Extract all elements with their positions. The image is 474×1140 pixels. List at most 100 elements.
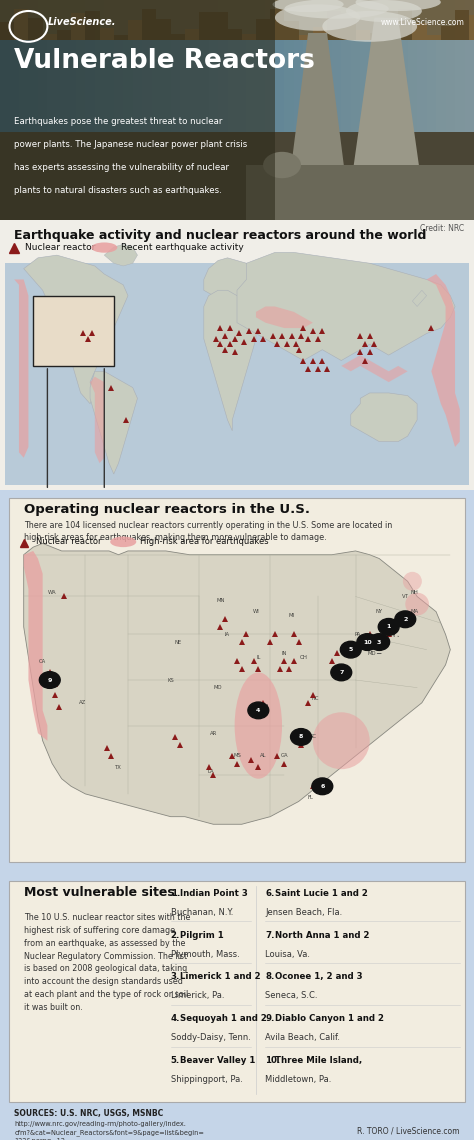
Text: GA: GA — [281, 754, 288, 758]
Polygon shape — [351, 393, 417, 441]
Bar — [199, 11, 213, 40]
Text: Credit: NRC: Credit: NRC — [420, 225, 465, 233]
Text: TX: TX — [115, 765, 122, 770]
Text: 10: 10 — [363, 640, 372, 644]
Text: 8.: 8. — [265, 972, 275, 982]
Text: LA: LA — [208, 768, 214, 774]
Text: WA: WA — [48, 591, 56, 595]
Polygon shape — [256, 307, 313, 328]
Bar — [313, 27, 327, 40]
Ellipse shape — [356, 0, 441, 11]
Bar — [71, 13, 85, 40]
Bar — [43, 34, 57, 40]
Text: IA: IA — [225, 632, 230, 637]
Text: North Anna 1 and 2: North Anna 1 and 2 — [275, 930, 369, 939]
Text: Seneca, S.C.: Seneca, S.C. — [265, 992, 318, 1001]
Text: 10.: 10. — [265, 1057, 281, 1065]
Text: 6: 6 — [320, 784, 325, 789]
Text: 9.: 9. — [265, 1015, 275, 1024]
Text: VT: VT — [402, 594, 409, 599]
Bar — [242, 34, 256, 40]
Polygon shape — [90, 382, 104, 415]
Bar — [284, 21, 299, 40]
Text: Avila Beach, Calif.: Avila Beach, Calif. — [265, 1033, 340, 1042]
Bar — [469, 15, 474, 40]
Text: SOURCES: U.S. NRC, USGS, MSNBC: SOURCES: U.S. NRC, USGS, MSNBC — [14, 1109, 164, 1118]
Polygon shape — [204, 258, 261, 301]
Text: WI: WI — [253, 609, 259, 614]
Ellipse shape — [273, 0, 344, 13]
Text: NY: NY — [375, 609, 383, 614]
Text: Beaver Valley 1: Beaver Valley 1 — [180, 1057, 255, 1065]
Text: Oconee 1, 2 and 3: Oconee 1, 2 and 3 — [275, 972, 363, 982]
Text: MA: MA — [410, 609, 419, 614]
Text: CA: CA — [39, 659, 46, 663]
Text: AL: AL — [260, 754, 266, 758]
Text: Middletown, Pa.: Middletown, Pa. — [265, 1075, 332, 1084]
Bar — [156, 19, 171, 40]
Bar — [228, 30, 242, 40]
Text: power plants. The Japanese nuclear power plant crisis: power plants. The Japanese nuclear power… — [14, 140, 247, 148]
Bar — [9, 880, 465, 1102]
Polygon shape — [204, 291, 256, 431]
Ellipse shape — [284, 0, 389, 18]
Text: 8: 8 — [299, 734, 303, 740]
Ellipse shape — [346, 0, 422, 22]
Circle shape — [39, 671, 60, 689]
Circle shape — [357, 634, 378, 651]
Bar — [0, 0, 275, 220]
Text: PA: PA — [355, 632, 361, 637]
Text: IN: IN — [282, 651, 287, 656]
Bar — [185, 28, 199, 40]
Bar — [171, 34, 185, 40]
Bar — [270, 9, 284, 40]
Polygon shape — [237, 252, 455, 360]
Polygon shape — [346, 17, 427, 220]
Text: 6.: 6. — [265, 889, 275, 897]
Text: www.LiveScience.com: www.LiveScience.com — [381, 17, 465, 26]
Text: Recent earthquake activity: Recent earthquake activity — [121, 243, 244, 252]
Ellipse shape — [405, 593, 429, 616]
Text: CT: CT — [402, 613, 409, 618]
Text: 9: 9 — [47, 677, 52, 683]
Bar — [33, 295, 114, 366]
Bar — [299, 35, 313, 40]
Bar — [398, 9, 412, 40]
Text: Buchanan, N.Y.: Buchanan, N.Y. — [171, 907, 233, 917]
Circle shape — [395, 611, 416, 628]
Text: SC: SC — [310, 734, 316, 740]
Text: Louisa, Va.: Louisa, Va. — [265, 950, 310, 959]
Ellipse shape — [263, 152, 301, 178]
Text: AR: AR — [210, 731, 217, 735]
Polygon shape — [24, 551, 47, 741]
Text: Most vulnerable sites: Most vulnerable sites — [24, 886, 174, 899]
Bar — [5, 263, 469, 484]
Text: 4: 4 — [256, 708, 261, 712]
Text: Jensen Beach, Fla.: Jensen Beach, Fla. — [265, 907, 343, 917]
Text: Earthquake activity and nuclear reactors around the world: Earthquake activity and nuclear reactors… — [14, 229, 427, 243]
Text: 4.: 4. — [171, 1015, 180, 1024]
Text: Limerick, Pa.: Limerick, Pa. — [171, 992, 224, 1001]
Bar — [246, 165, 474, 220]
Text: Earthquakes pose the greatest threat to nuclear: Earthquakes pose the greatest threat to … — [14, 116, 223, 125]
Text: FL: FL — [308, 796, 313, 800]
Polygon shape — [90, 376, 104, 463]
Bar — [412, 23, 427, 40]
Text: VA: VA — [333, 670, 340, 675]
Text: MI: MI — [289, 613, 294, 618]
Text: 7: 7 — [339, 670, 344, 675]
Ellipse shape — [91, 243, 117, 253]
Text: MS: MS — [233, 754, 241, 758]
Bar — [256, 18, 270, 40]
Text: Plymouth, Mass.: Plymouth, Mass. — [171, 950, 239, 959]
Text: LiveScience.: LiveScience. — [47, 17, 116, 27]
Text: R. TORO / LiveScience.com: R. TORO / LiveScience.com — [357, 1126, 460, 1135]
Text: There are 104 licensed nuclear reactors currently operating in the U.S. Some are: There are 104 licensed nuclear reactors … — [24, 521, 392, 542]
Circle shape — [331, 665, 352, 681]
Text: NJ: NJ — [391, 632, 396, 637]
Bar — [114, 34, 128, 40]
Text: 1: 1 — [386, 625, 391, 629]
Bar — [427, 35, 441, 40]
Bar — [14, 9, 28, 40]
Text: 3.: 3. — [171, 972, 180, 982]
